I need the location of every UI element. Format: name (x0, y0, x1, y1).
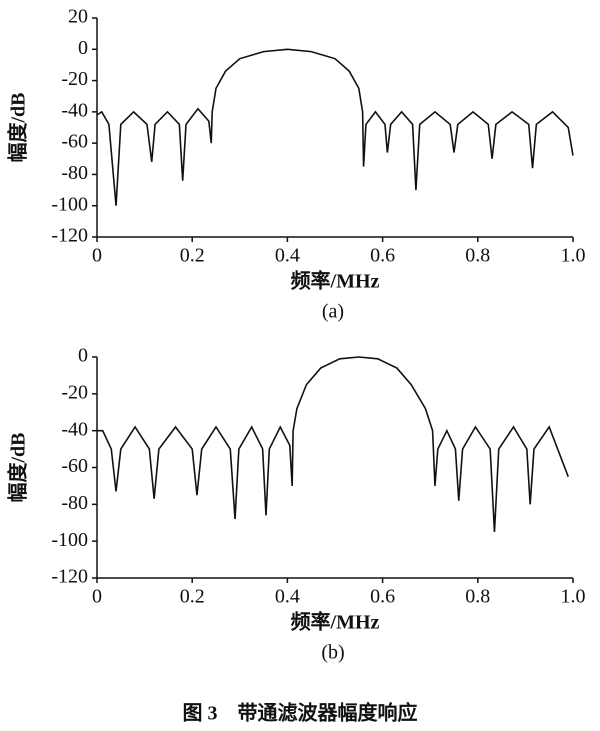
y-tick-label: -20 (61, 68, 88, 90)
x-tick-label: 0.2 (180, 586, 205, 608)
y-tick-label: -120 (51, 566, 88, 588)
x-tick-label: 0.8 (465, 245, 490, 267)
y-axis-label: 幅度/dB (6, 92, 30, 162)
y-tick-label: -120 (51, 225, 88, 247)
response-line (96, 48, 574, 206)
x-axis-label: 频率/MHz (291, 610, 380, 634)
x-tick-label: 0.4 (275, 245, 300, 267)
y-tick-label: -20 (61, 381, 88, 403)
y-tick-label: 20 (68, 6, 88, 28)
y-tick-label: -100 (51, 529, 88, 551)
y-tick-label: -80 (61, 492, 88, 514)
y-tick-label: -40 (61, 418, 88, 440)
response-line (97, 356, 569, 533)
x-tick-label: 0.2 (180, 245, 205, 267)
y-tick-label: -60 (61, 131, 88, 153)
y-tick-label: 0 (78, 345, 88, 367)
x-tick-label: 0.6 (370, 586, 395, 608)
y-tick-label: 0 (78, 37, 88, 59)
x-tick-label: 0 (92, 245, 102, 267)
x-tick-label: 0.4 (275, 586, 300, 608)
x-tick-label: 0.8 (465, 586, 490, 608)
subplot-label: (a) (322, 301, 344, 323)
x-tick-label: 1.0 (561, 245, 586, 267)
x-tick-label: 0 (92, 586, 102, 608)
x-axis-label: 频率/MHz (291, 269, 380, 293)
x-tick-label: 1.0 (561, 586, 586, 608)
y-tick-label: -100 (51, 193, 88, 215)
x-tick-label: 0.6 (370, 245, 395, 267)
y-tick-label: -40 (61, 99, 88, 121)
y-axis-label: 幅度/dB (6, 432, 30, 502)
y-tick-label: -80 (61, 162, 88, 184)
figure-caption: 图 3 带通滤波器幅度响应 (183, 701, 418, 725)
y-tick-label: -60 (61, 455, 88, 477)
subplot-label: (b) (321, 642, 344, 664)
